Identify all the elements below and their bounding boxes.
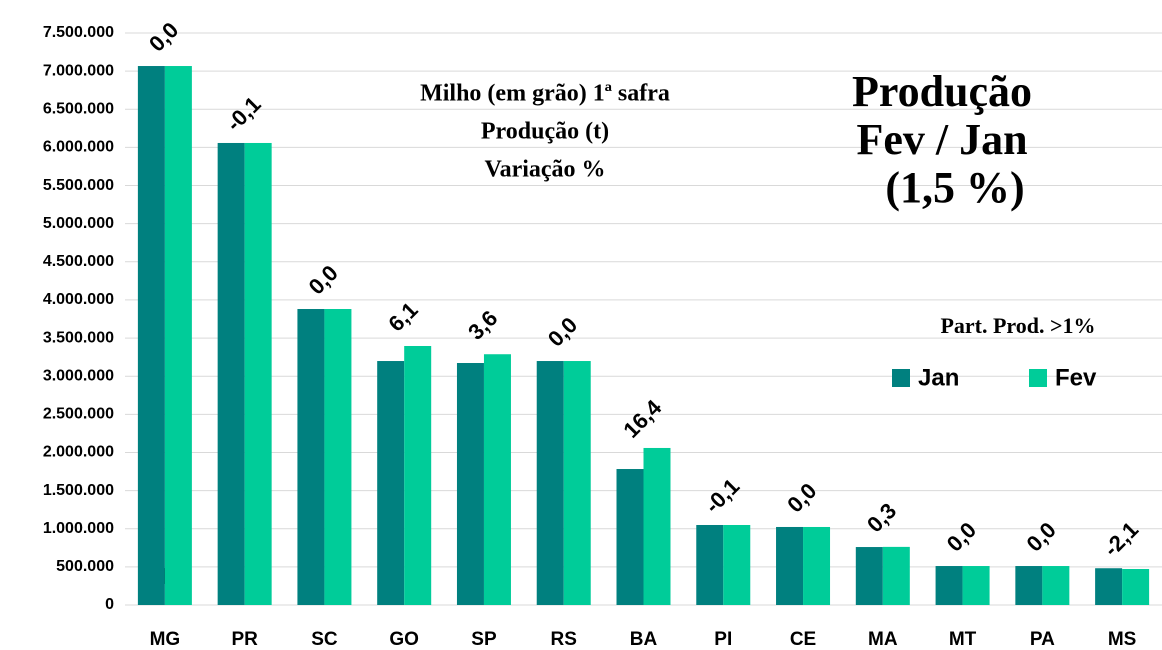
bar — [643, 447, 671, 605]
bar — [164, 66, 192, 606]
subtitle: Produção (t) — [481, 119, 609, 145]
bar — [297, 309, 325, 605]
x-tick-label: SP — [471, 629, 497, 650]
subtitle: Milho (em grão) 1ª safra — [420, 81, 670, 107]
bar — [935, 566, 963, 605]
bar — [776, 526, 804, 605]
legend-label: Jan — [918, 364, 959, 391]
bar — [1042, 566, 1070, 605]
bar — [404, 345, 432, 605]
y-tick-label: 500.000 — [56, 558, 114, 575]
bar — [1095, 568, 1123, 605]
bar — [723, 524, 751, 605]
y-tick-label: 7.000.000 — [43, 62, 114, 79]
x-tick-label: MS — [1108, 629, 1137, 650]
y-tick-label: 3.000.000 — [43, 367, 114, 384]
bar — [483, 354, 511, 605]
legend-title: Part. Prod. >1% — [940, 313, 1095, 338]
bar — [536, 361, 564, 605]
y-tick-label: 3.500.000 — [43, 329, 114, 346]
variation-label: 0,0 — [543, 312, 582, 351]
variation-label: 0,0 — [144, 17, 183, 56]
legend-swatch — [892, 369, 910, 387]
variation-label: 0,0 — [782, 478, 821, 517]
variation-label: -0,1 — [700, 474, 744, 518]
bar — [855, 547, 883, 605]
variation-label: 0,3 — [862, 498, 901, 537]
bar — [882, 546, 910, 605]
y-tick-label: 6.500.000 — [43, 100, 114, 117]
bar — [696, 524, 724, 605]
x-tick-label: SC — [311, 629, 338, 650]
variation-label: 16,4 — [618, 394, 666, 442]
y-tick-label: 5.000.000 — [43, 215, 114, 232]
chart-title: (1,5 %) — [885, 163, 1024, 212]
variation-label: -0,1 — [221, 92, 265, 136]
y-tick-label: 4.000.000 — [43, 291, 114, 308]
x-tick-label: MA — [868, 629, 898, 650]
y-tick-label: 2.500.000 — [43, 406, 114, 423]
bar — [377, 361, 405, 605]
bar — [1122, 569, 1150, 605]
x-tick-label: BA — [630, 629, 658, 650]
x-tick-label: PR — [231, 629, 258, 650]
x-tick-label: GO — [389, 629, 419, 650]
x-tick-label: PA — [1030, 629, 1055, 650]
y-tick-label: 5.500.000 — [43, 177, 114, 194]
variation-label: 0,0 — [942, 517, 981, 556]
x-tick-label: PI — [714, 629, 732, 650]
y-tick-label: 4.500.000 — [43, 253, 114, 270]
y-tick-label: 1.000.000 — [43, 520, 114, 537]
x-tick-label: MG — [150, 629, 181, 650]
bar — [563, 361, 591, 605]
bar — [137, 66, 165, 606]
bar — [217, 142, 245, 605]
bar — [803, 526, 831, 605]
variation-label: 6,1 — [383, 297, 422, 336]
x-tick-label: CE — [790, 629, 816, 650]
bar — [244, 142, 272, 605]
bar — [616, 469, 644, 605]
bar — [324, 309, 352, 605]
x-tick-label: MT — [949, 629, 977, 650]
bar — [962, 566, 990, 605]
variation-label: 0,0 — [1021, 517, 1060, 556]
subtitle: Variação % — [484, 157, 605, 183]
variation-label: -2,1 — [1099, 517, 1143, 561]
y-tick-label: 7.500.000 — [43, 24, 114, 41]
legend-swatch — [1029, 369, 1047, 387]
y-tick-label: 2.000.000 — [43, 444, 114, 461]
variation-label: 3,6 — [463, 305, 502, 344]
bar — [1015, 566, 1043, 605]
chart-title: Produção — [852, 67, 1032, 116]
y-tick-label: 6.000.000 — [43, 139, 114, 156]
y-tick-label: 1.500.000 — [43, 482, 114, 499]
legend-label: Fev — [1055, 364, 1097, 391]
x-tick-label: RS — [551, 629, 577, 650]
bar — [456, 363, 484, 605]
variation-label: 0,0 — [304, 260, 343, 299]
y-tick-label: 0 — [105, 596, 114, 613]
chart-title: Fev / Jan — [856, 115, 1027, 164]
